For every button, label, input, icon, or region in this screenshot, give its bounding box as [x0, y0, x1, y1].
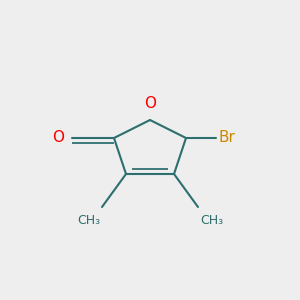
Text: Br: Br — [218, 130, 235, 146]
Text: CH₃: CH₃ — [77, 214, 100, 227]
Text: O: O — [52, 130, 64, 146]
Text: CH₃: CH₃ — [200, 214, 223, 227]
Text: O: O — [144, 96, 156, 111]
